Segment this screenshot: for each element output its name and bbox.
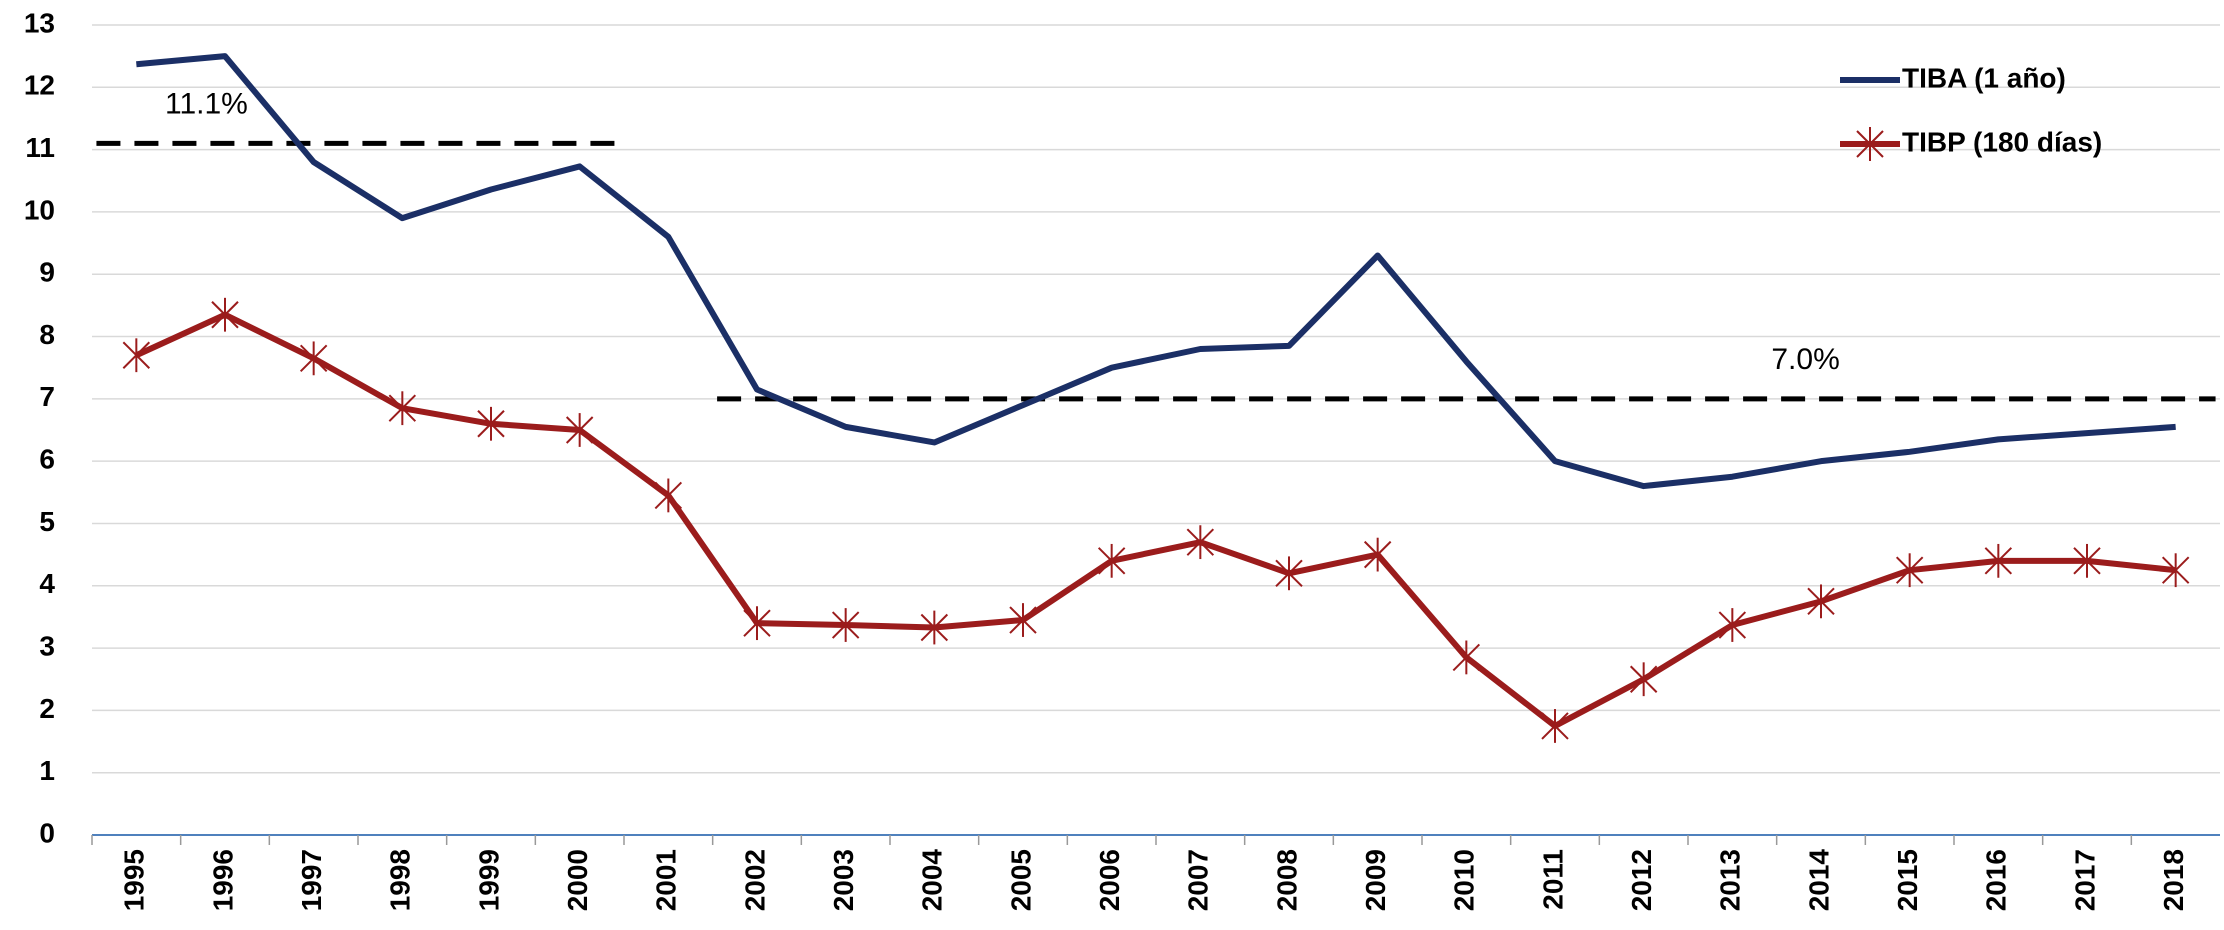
reference-label: 11.1%: [165, 87, 248, 120]
y-tick-label: 13: [24, 7, 55, 38]
marker: [654, 478, 683, 513]
x-tick-label: 2002: [739, 849, 770, 911]
x-tick-label: 1999: [473, 849, 504, 911]
marker: [1275, 556, 1303, 591]
x-tick-label: 2004: [917, 849, 948, 912]
marker: [1718, 608, 1747, 642]
x-tick-label: 2009: [1360, 849, 1391, 911]
y-tick-label: 5: [39, 506, 55, 537]
x-tick-label: 2013: [1715, 849, 1746, 911]
marker: [388, 391, 417, 426]
marker: [1097, 543, 1126, 578]
marker: [1009, 603, 1037, 637]
marker: [1807, 584, 1835, 619]
x-tick-label: 2017: [2069, 849, 2100, 911]
x-tick-label: 1996: [207, 849, 238, 911]
x-tick-label: 2014: [1803, 849, 1834, 912]
x-tick-label: 2018: [2158, 849, 2189, 911]
marker: [565, 413, 594, 447]
y-tick-label: 3: [39, 630, 55, 661]
x-tick-label: 2015: [1892, 849, 1923, 911]
x-tick-label: 2005: [1005, 849, 1036, 911]
x-tick-label: 1997: [296, 849, 327, 911]
x-tick-label: 2006: [1094, 849, 1125, 911]
y-tick-label: 0: [39, 817, 55, 848]
marker: [477, 406, 505, 441]
y-tick-label: 1: [39, 755, 55, 786]
x-tick-label: 2001: [651, 849, 682, 911]
series-line: [136, 53, 2176, 490]
x-tick-label: 2008: [1271, 849, 1302, 911]
x-tick-label: 2012: [1626, 849, 1657, 911]
marker: [211, 297, 239, 332]
series-line: [135, 311, 2176, 729]
marker: [2073, 543, 2101, 578]
reference-label: 7.0%: [1771, 343, 1839, 376]
y-tick-label: 10: [24, 194, 55, 225]
legend-marker: [1856, 127, 1884, 161]
legend-label: TIBA (1 año): [1902, 62, 2066, 93]
x-tick-label: 2007: [1183, 849, 1214, 911]
x-tick-label: 2010: [1449, 849, 1480, 911]
marker: [831, 608, 860, 642]
y-tick-label: 9: [39, 257, 55, 288]
y-tick-label: 11: [25, 132, 55, 163]
y-tick-label: 4: [39, 568, 55, 599]
marker: [1363, 537, 1392, 572]
y-tick-label: 6: [39, 444, 55, 475]
marker: [1895, 553, 1924, 588]
marker: [1629, 662, 1658, 697]
y-tick-label: 2: [39, 693, 55, 724]
x-tick-label: 1995: [119, 849, 150, 911]
y-tick-label: 7: [39, 381, 55, 412]
marker: [1541, 709, 1569, 743]
marker: [299, 341, 328, 376]
marker: [1186, 525, 1215, 560]
marker: [920, 610, 949, 645]
marker: [743, 606, 771, 641]
y-tick-label: 12: [24, 70, 55, 101]
x-tick-label: 2003: [828, 849, 859, 911]
marker: [2161, 553, 2190, 588]
y-tick-label: 8: [39, 319, 55, 350]
x-tick-label: 2016: [1981, 849, 2012, 911]
marker: [1452, 640, 1481, 675]
legend-label: TIBP (180 días): [1902, 126, 2102, 157]
x-tick-label: 2011: [1537, 849, 1568, 910]
x-tick-label: 1998: [385, 849, 416, 911]
marker: [122, 338, 151, 373]
x-tick-label: 2000: [562, 849, 593, 911]
marker: [1984, 543, 2013, 578]
